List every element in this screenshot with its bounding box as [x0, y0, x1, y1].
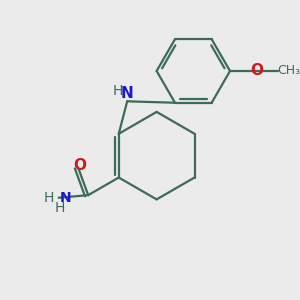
Text: H: H	[113, 84, 123, 98]
Text: O: O	[250, 64, 263, 79]
Text: N: N	[60, 191, 72, 205]
Text: CH₃: CH₃	[277, 64, 300, 77]
Text: H: H	[44, 191, 54, 205]
Text: O: O	[73, 158, 86, 173]
Text: N: N	[121, 86, 134, 101]
Text: H: H	[55, 201, 65, 214]
